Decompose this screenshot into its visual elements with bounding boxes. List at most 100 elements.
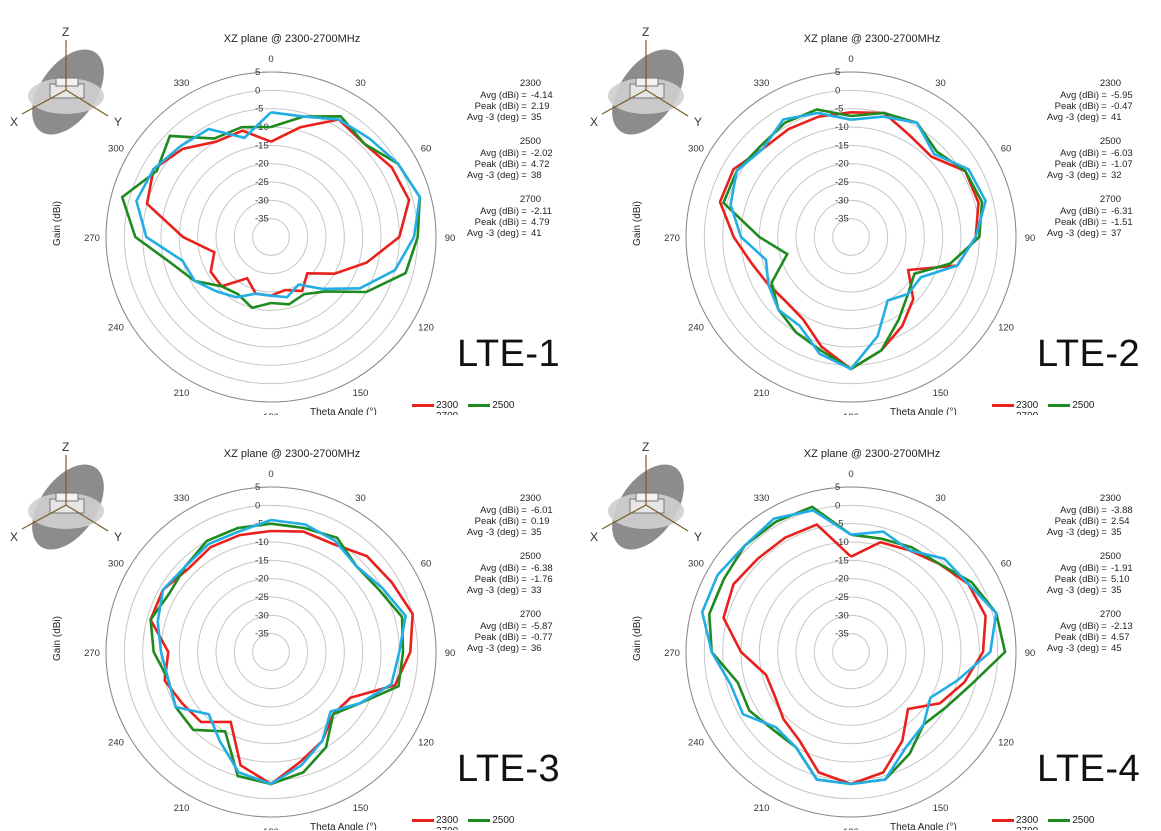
legend-swatch xyxy=(468,403,491,407)
stats-row: Avg -3 (deg) = 41 xyxy=(1018,112,1143,123)
stats-equals: = xyxy=(1101,643,1107,654)
stats-row: Avg -3 (deg) = 37 xyxy=(1018,228,1143,239)
polar-grid xyxy=(105,486,437,818)
stats-equals: = xyxy=(1101,585,1107,596)
radial-tick-label: -10 xyxy=(835,537,849,548)
legend-swatch xyxy=(1048,818,1071,822)
radial-tick-label: -10 xyxy=(835,122,849,133)
grid-circle xyxy=(795,596,907,708)
angle-tick-label: 90 xyxy=(1025,233,1036,244)
stats-key: Peak (dBi) xyxy=(474,101,519,112)
stats-equals: = xyxy=(1101,101,1107,112)
angle-tick-label: 270 xyxy=(664,233,680,244)
stats-key: Avg (dBi) xyxy=(1060,148,1099,159)
stats-row: Avg (dBi) = -6.01 xyxy=(438,505,563,516)
stats-key: Avg -3 (deg) xyxy=(466,643,519,654)
grid-circle xyxy=(197,163,345,311)
stats-equals: = xyxy=(521,101,527,112)
stats-equals: = xyxy=(521,632,527,643)
angle-tick-label: 150 xyxy=(933,388,949,399)
y-axis-line xyxy=(645,89,689,117)
legend-swatch xyxy=(992,818,1014,822)
stats-key: Peak (dBi) xyxy=(1054,632,1099,643)
stats-row: Avg (dBi) = -3.88 xyxy=(1018,505,1143,516)
angle-tick-label: 120 xyxy=(998,323,1014,334)
angle-tick-label: 120 xyxy=(418,323,434,334)
x-axis-line xyxy=(21,504,67,530)
stats-key: Avg -3 (deg) xyxy=(1046,643,1099,654)
stats-value: -2.11 xyxy=(531,206,552,217)
polar-chart-panel: ZXY50-5-10-15-20-25-30-35030609012015018… xyxy=(580,415,1160,830)
device-top-shape xyxy=(635,77,659,87)
outer-grid-circle xyxy=(685,486,1017,818)
angle-tick-label: 240 xyxy=(688,738,704,749)
stats-value: -0.47 xyxy=(1111,101,1133,112)
grid-circle xyxy=(832,218,870,256)
grid-circle xyxy=(123,89,419,385)
stats-table: 2300 Avg (dBi) = -5.95 Peak (dBi) = -0.47 Avg -… xyxy=(1018,78,1143,252)
grid-circle xyxy=(777,578,925,726)
stats-row: Peak (dBi) = -1.07 xyxy=(1018,159,1143,170)
stats-row: Avg (dBi) = -6.03 xyxy=(1018,148,1143,159)
angle-tick-label: 150 xyxy=(353,803,369,814)
stats-row: Avg (dBi) = -6.38 xyxy=(438,563,563,574)
stats-row: Avg (dBi) = -5.87 xyxy=(438,621,563,632)
stats-value: -2.13 xyxy=(1111,621,1133,632)
stats-row: Avg (dBi) = -4.14 xyxy=(438,90,563,101)
stats-frequency: 2500 xyxy=(519,551,541,562)
radial-tick-label: -20 xyxy=(835,574,849,585)
polar-chart-svg: ZXY50-5-10-15-20-25-30-35030609012015018… xyxy=(590,25,1036,415)
stats-table: 2300 Avg (dBi) = -3.88 Peak (dBi) = 2.54 Avg -3… xyxy=(1018,493,1143,667)
grid-circle xyxy=(758,559,944,745)
series-2700-line xyxy=(156,518,407,786)
axis-icon-z-label: Z xyxy=(62,440,69,454)
stats-value: -1.51 xyxy=(1111,217,1133,228)
angle-tick-label: 300 xyxy=(688,144,704,155)
stats-block: 2700 Avg (dBi) = -2.11 Peak (dBi) = 4.79 Avg -3… xyxy=(438,194,563,239)
stats-equals: = xyxy=(521,148,527,159)
stats-equals: = xyxy=(1101,505,1107,516)
polar-chart-panel: ZXY50-5-10-15-20-25-30-35030609012015018… xyxy=(580,0,1160,415)
y-axis-label: Gain (dBi) xyxy=(632,615,643,661)
stats-equals: = xyxy=(521,621,527,632)
chart-title: XZ plane @ 2300-2700MHz xyxy=(223,33,361,45)
axis-icon-z-label: Z xyxy=(62,25,69,39)
angle-tick-label: 30 xyxy=(355,493,366,504)
legend-item: 2500 xyxy=(1048,815,1095,826)
chart-legend: 2300 2500 2700 xyxy=(992,815,1160,830)
angle-tick-label: 90 xyxy=(445,648,456,659)
polar-chart-panel: ZXY50-5-10-15-20-25-30-35030609012015018… xyxy=(0,0,580,415)
stats-row: Peak (dBi) = 2.54 xyxy=(1018,516,1143,527)
stats-row: Peak (dBi) = -0.47 xyxy=(1018,101,1143,112)
stats-value: 35 xyxy=(531,527,542,538)
stats-equals: = xyxy=(521,563,527,574)
outer-grid-circle xyxy=(105,71,437,403)
legend-label: 2300 xyxy=(1016,400,1039,411)
stats-row: Peak (dBi) = -0.77 xyxy=(438,632,563,643)
stats-key: Avg (dBi) xyxy=(1060,621,1099,632)
stats-key: Peak (dBi) xyxy=(1054,574,1099,585)
grid-circle xyxy=(215,181,327,293)
stats-value: -6.03 xyxy=(1111,148,1133,159)
grid-circle xyxy=(178,559,364,745)
legend-swatch xyxy=(992,403,1014,407)
stats-key: Avg (dBi) xyxy=(480,563,519,574)
polar-grid xyxy=(685,486,1017,818)
x-axis-label: Theta Angle (°) xyxy=(890,407,957,415)
grid-circle xyxy=(832,633,870,671)
stats-block: 2700 Avg (dBi) = -6.31 Peak (dBi) = -1.51 Avg -… xyxy=(1018,194,1143,239)
stats-key: Avg (dBi) xyxy=(1060,90,1099,101)
stats-row: Avg -3 (deg) = 36 xyxy=(438,643,563,654)
x-axis-label: Theta Angle (°) xyxy=(310,407,377,415)
stats-block: 2500 Avg (dBi) = -6.38 Peak (dBi) = -1.76 Avg -… xyxy=(438,551,563,596)
stats-key: Avg -3 (deg) xyxy=(466,527,519,538)
radial-tick-label: -20 xyxy=(255,574,269,585)
stats-row: Avg -3 (deg) = 33 xyxy=(438,585,563,596)
angle-tick-label: 0 xyxy=(848,54,853,65)
device-top-shape xyxy=(55,77,79,87)
chart-title: XZ plane @ 2300-2700MHz xyxy=(803,448,941,460)
angle-tick-label: 180 xyxy=(263,412,279,415)
series-2700-line xyxy=(700,508,998,786)
chart-legend: 2300 2500 2700 xyxy=(412,815,580,830)
legend-label: 2300 xyxy=(436,815,459,826)
